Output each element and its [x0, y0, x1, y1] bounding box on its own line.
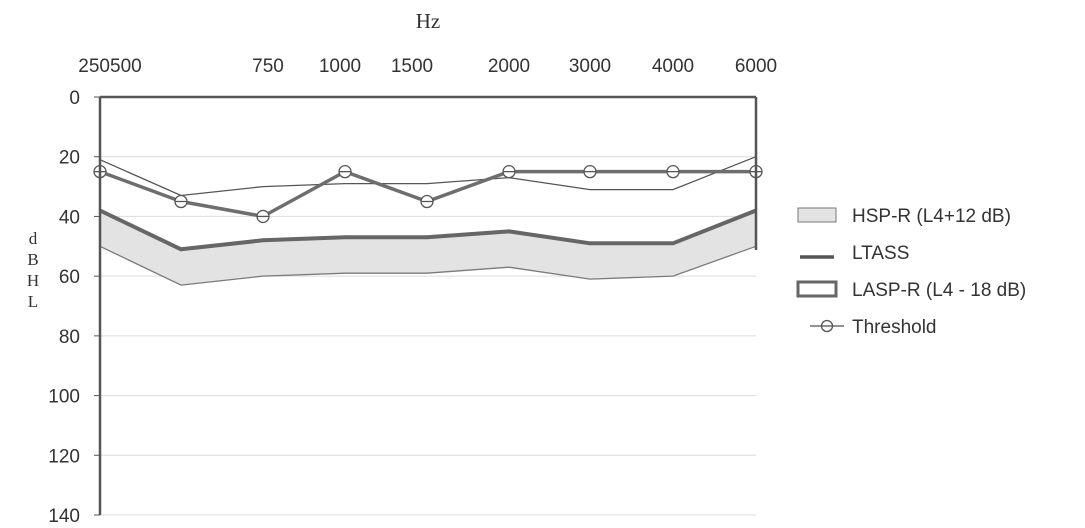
legend: HSP-R (L4+12 dB) LTASS LASP-R (L4 - 18 dB)… — [796, 206, 1026, 338]
x-tick-label: 3000 — [569, 56, 611, 77]
y-tick-label: 100 — [48, 387, 80, 408]
y-tick-label: 60 — [59, 267, 80, 288]
y-tick-label: 80 — [59, 327, 80, 348]
y-axis-title-letter: B — [27, 250, 38, 269]
hsp-lower-line — [99, 245, 757, 286]
x-tick-label: 1500 — [391, 56, 433, 77]
lasp-line — [99, 208, 757, 252]
y-axis-title-letter: H — [27, 271, 39, 290]
x-tick-label: 1000 — [319, 56, 361, 77]
hsp-band — [99, 210, 757, 286]
y-axis-title-letter: d — [29, 229, 38, 248]
x-tick-label: 250500 — [78, 56, 141, 77]
y-axis-title-letter: L — [28, 292, 38, 311]
gridlines — [100, 156, 756, 516]
legend-label: LASP-R (L4 - 18 dB) — [852, 280, 1026, 301]
y-tick-label: 140 — [48, 506, 80, 527]
legend-swatch-lasp — [796, 280, 838, 298]
y-tick-label: 40 — [59, 207, 80, 228]
series-lines — [93, 156, 763, 252]
x-tick-label: 4000 — [652, 56, 694, 77]
legend-label: HSP-R (L4+12 dB) — [852, 206, 1011, 227]
y-tick-label: 120 — [48, 446, 80, 467]
x-tick-label: 6000 — [735, 56, 777, 77]
x-axis-title: Hz — [416, 9, 441, 33]
ltass-line — [99, 156, 757, 197]
y-tick-label: 20 — [59, 148, 80, 169]
axes — [94, 95, 758, 516]
hsp-band-area — [100, 210, 756, 286]
tick-labels: 250500 750 1000 1500 2000 3000 4000 6000 0 20 40 60… — [48, 56, 777, 527]
legend-label: LTASS — [852, 243, 909, 264]
legend-label: Threshold — [852, 317, 937, 338]
x-tick-label: 750 — [252, 56, 284, 77]
legend-swatch-hsp — [797, 207, 837, 223]
x-tick-label: 2000 — [488, 56, 530, 77]
y-tick-label: 0 — [69, 88, 80, 109]
